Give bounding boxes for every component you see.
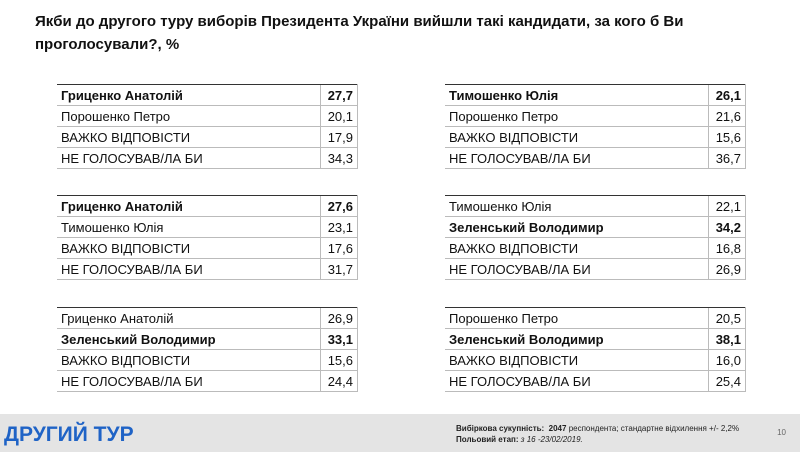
vote-share: 34,2 [708,216,746,238]
table-row: ВАЖКО ВІДПОВІСТИ 15,6 [445,126,746,148]
sample-rest: респондента; стандартне відхилення +/- 2… [568,424,740,433]
table-row: Тимошенко Юлія 23,1 [57,216,358,238]
vote-share: 16,0 [708,349,746,371]
vote-share: 31,7 [320,258,358,280]
table-row: ВАЖКО ВІДПОВІСТИ 16,8 [445,237,746,259]
table-row: Порошенко Петро 20,5 [445,307,746,329]
candidate-name: ВАЖКО ВІДПОВІСТИ [57,237,321,259]
candidate-name: ВАЖКО ВІДПОВІСТИ [57,126,321,148]
candidate-name: НЕ ГОЛОСУВАВ/ЛА БИ [57,258,321,280]
field-label: Польовий етап: [456,435,519,444]
candidate-name: ВАЖКО ВІДПОВІСТИ [445,237,709,259]
result-table: Гриценко Анатолій 26,9 Зеленський Володими… [57,307,358,392]
candidate-name: Тимошенко Юлія [445,84,709,106]
section-label: ДРУГИЙ ТУР [4,423,134,446]
candidate-name: Гриценко Анатолій [57,307,321,329]
vote-share: 26,9 [320,307,358,329]
candidate-name: Тимошенко Юлія [57,216,321,238]
table-row: ВАЖКО ВІДПОВІСТИ 17,6 [57,237,358,259]
table-row: Порошенко Петро 21,6 [445,105,746,127]
sample-info: Вибіркова сукупність: 2047 респондента; … [456,423,739,445]
candidate-name: Зеленський Володимир [445,328,709,350]
table-row: ВАЖКО ВІДПОВІСТИ 17,9 [57,126,358,148]
sample-label: Вибіркова сукупність: [456,424,545,433]
vote-share: 20,1 [320,105,358,127]
title: Якби до другого туру виборів Президента … [35,10,683,56]
vote-share: 16,8 [708,237,746,259]
title-line: Якби до другого туру виборів Президента … [35,13,684,30]
table-row: НЕ ГОЛОСУВАВ/ЛА БИ 25,4 [445,370,746,392]
candidate-name: Гриценко Анатолій [57,84,321,106]
table-row: Гриценко Анатолій 26,9 [57,307,358,329]
vote-share: 25,4 [708,370,746,392]
vote-share: 38,1 [708,328,746,350]
vote-share: 34,3 [320,147,358,169]
candidate-name: ВАЖКО ВІДПОВІСТИ [445,126,709,148]
vote-share: 20,5 [708,307,746,329]
vote-share: 22,1 [708,195,746,217]
table-row: Гриценко Анатолій 27,6 [57,195,358,217]
vote-share: 27,7 [320,84,358,106]
table-row: НЕ ГОЛОСУВАВ/ЛА БИ 24,4 [57,370,358,392]
table-row: Порошенко Петро 20,1 [57,105,358,127]
vote-share: 26,1 [708,84,746,106]
candidate-name: Порошенко Петро [445,307,709,329]
vote-share: 23,1 [320,216,358,238]
candidate-name: ВАЖКО ВІДПОВІСТИ [57,349,321,371]
candidate-name: НЕ ГОЛОСУВАВ/ЛА БИ [57,147,321,169]
candidate-name: НЕ ГОЛОСУВАВ/ЛА БИ [57,370,321,392]
candidate-name: Тимошенко Юлія [445,195,709,217]
candidate-name: НЕ ГОЛОСУВАВ/ЛА БИ [445,147,709,169]
table-row: Тимошенко Юлія 22,1 [445,195,746,217]
table-row: Гриценко Анатолій 27,7 [57,84,358,106]
vote-share: 15,6 [708,126,746,148]
candidate-name: Порошенко Петро [445,105,709,127]
candidate-name: Зеленський Володимир [57,328,321,350]
candidate-name: Зеленський Володимир [445,216,709,238]
result-table: Тимошенко Юлія 22,1 Зеленський Володимир 34… [445,195,746,280]
vote-share: 17,9 [320,126,358,148]
table-row: НЕ ГОЛОСУВАВ/ЛА БИ 26,9 [445,258,746,280]
page-number: 10 [777,428,786,437]
result-table: Порошенко Петро 20,5 Зеленський Володимир 3… [445,307,746,392]
vote-share: 26,9 [708,258,746,280]
result-table: Гриценко Анатолій 27,6 Тимошенко Юлія 23,1 В… [57,195,358,280]
footer: ДРУГИЙ ТУР Вибіркова сукупність: 2047 ре… [0,414,800,452]
table-row: ВАЖКО ВІДПОВІСТИ 15,6 [57,349,358,371]
vote-share: 17,6 [320,237,358,259]
table-row: Зеленський Володимир 38,1 [445,328,746,350]
vote-share: 33,1 [320,328,358,350]
candidate-name: НЕ ГОЛОСУВАВ/ЛА БИ [445,370,709,392]
vote-share: 15,6 [320,349,358,371]
table-row: НЕ ГОЛОСУВАВ/ЛА БИ 36,7 [445,147,746,169]
candidate-name: ВАЖКО ВІДПОВІСТИ [445,349,709,371]
candidate-name: Гриценко Анатолій [57,195,321,217]
candidate-name: Порошенко Петро [57,105,321,127]
table-row: Зеленський Володимир 34,2 [445,216,746,238]
title-line: проголосували?, % [35,36,180,53]
result-table: Тимошенко Юлія 26,1 Порошенко Петро 21,6 ВАЖ… [445,84,746,169]
sample-size: 2047 [548,424,567,433]
vote-share: 21,6 [708,105,746,127]
table-row: НЕ ГОЛОСУВАВ/ЛА БИ 31,7 [57,258,358,280]
vote-share: 27,6 [320,195,358,217]
table-row: ВАЖКО ВІДПОВІСТИ 16,0 [445,349,746,371]
vote-share: 24,4 [320,370,358,392]
table-row: НЕ ГОЛОСУВАВ/ЛА БИ 34,3 [57,147,358,169]
vote-share: 36,7 [708,147,746,169]
table-row: Зеленський Володимир 33,1 [57,328,358,350]
candidate-name: НЕ ГОЛОСУВАВ/ЛА БИ [445,258,709,280]
table-row: Тимошенко Юлія 26,1 [445,84,746,106]
result-table: Гриценко Анатолій 27,7 Порошенко Петро 20,1… [57,84,358,169]
field-dates: з 16 -23/02/2019. [520,435,583,444]
